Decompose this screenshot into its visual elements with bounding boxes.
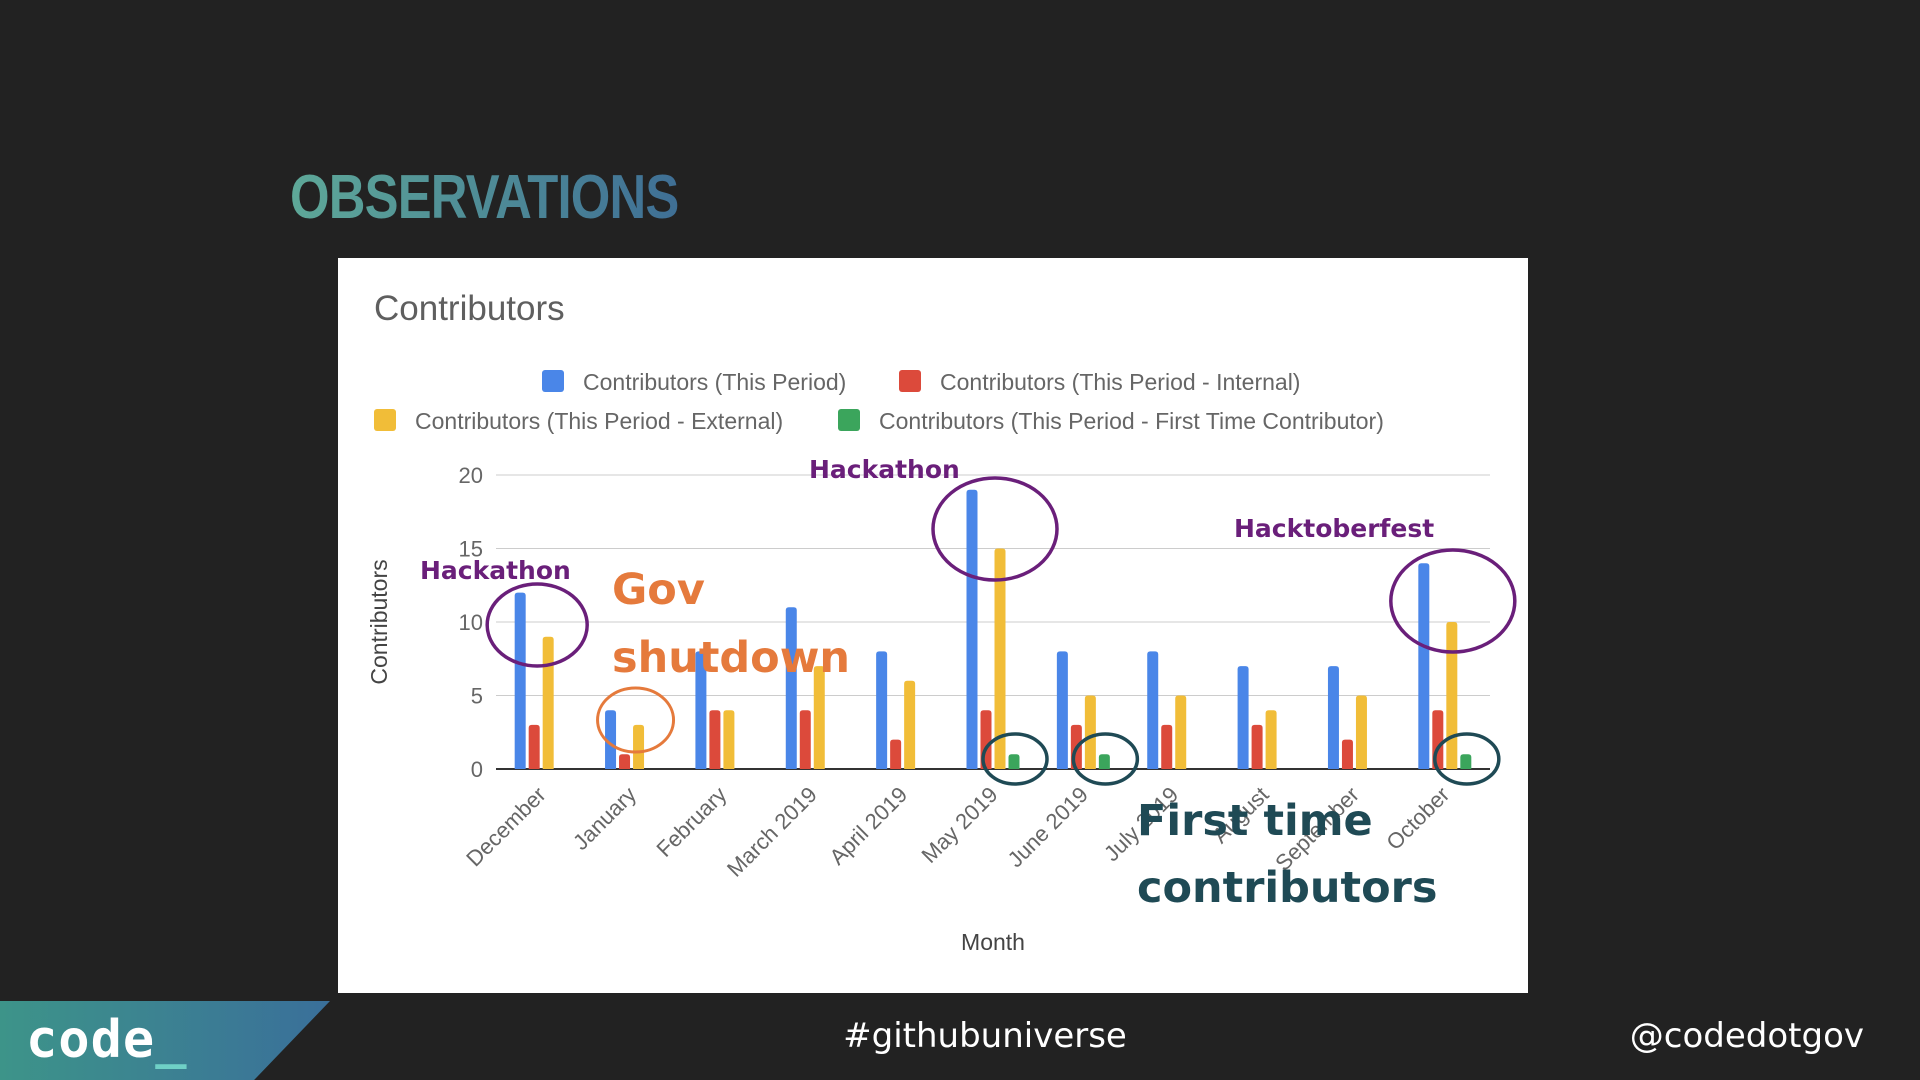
annotation-hackathon-may: Hackathon bbox=[809, 455, 960, 484]
bar bbox=[542, 636, 554, 769]
bar bbox=[785, 607, 797, 769]
bar bbox=[966, 489, 978, 769]
bar bbox=[1446, 622, 1458, 769]
annotation-circle bbox=[931, 476, 1059, 582]
x-tick-label: February bbox=[652, 782, 732, 862]
annotation-circle bbox=[1389, 548, 1517, 654]
chart-title: Contributors bbox=[374, 289, 565, 328]
x-tick-label: May 2019 bbox=[917, 782, 1003, 868]
annotation-gov-shutdown-line1: Gov bbox=[612, 565, 705, 615]
bar bbox=[1355, 695, 1367, 769]
annotation-gov-shutdown-line2: shutdown bbox=[612, 633, 850, 683]
bar bbox=[1341, 739, 1353, 769]
y-tick-label: 20 bbox=[459, 463, 483, 488]
y-tick-label: 0 bbox=[471, 757, 483, 782]
annotation-circle bbox=[1433, 732, 1501, 786]
annotation-hacktoberfest: Hacktoberfest bbox=[1234, 514, 1434, 543]
y-axis-title: Contributors bbox=[366, 559, 392, 684]
bar bbox=[1418, 563, 1430, 769]
x-axis-title: Month bbox=[961, 929, 1025, 955]
bar bbox=[1460, 754, 1472, 769]
bar bbox=[799, 710, 811, 769]
footer-hashtag: #githubuniverse bbox=[843, 1016, 1127, 1056]
annotation-circle bbox=[981, 732, 1049, 786]
y-tick-label: 5 bbox=[471, 684, 483, 709]
bar bbox=[876, 651, 888, 769]
x-tick-label: October bbox=[1381, 782, 1454, 855]
bar bbox=[619, 754, 631, 769]
annotation-circle bbox=[1071, 732, 1140, 786]
bar bbox=[695, 651, 707, 769]
legend-swatch bbox=[838, 409, 860, 431]
x-tick-label: January bbox=[568, 782, 641, 855]
legend-label: Contributors (This Period - Internal) bbox=[940, 369, 1300, 395]
bar bbox=[1161, 724, 1173, 769]
bar bbox=[1147, 651, 1159, 769]
annotation-hackathon-december: Hackathon bbox=[420, 556, 571, 585]
annotation-circle bbox=[596, 686, 676, 754]
legend-label: Contributors (This Period) bbox=[583, 369, 846, 395]
bar bbox=[514, 592, 526, 769]
bar bbox=[528, 724, 540, 769]
y-tick-label: 10 bbox=[459, 610, 483, 635]
chart-panel: Contributors Contributors (This Period) Co… bbox=[338, 258, 1528, 993]
slide-title: OBSERVATIONS bbox=[290, 163, 679, 232]
x-tick-label: April 2019 bbox=[824, 782, 912, 870]
bar bbox=[1237, 666, 1249, 769]
annotation-first-time-line1: First time bbox=[1137, 796, 1373, 846]
bar bbox=[723, 710, 735, 769]
legend-label: Contributors (This Period - External) bbox=[415, 408, 783, 434]
annotation-first-time-line2: contributors bbox=[1137, 863, 1437, 913]
bar bbox=[633, 724, 645, 769]
x-tick-label: March 2019 bbox=[722, 782, 822, 882]
legend-swatch bbox=[542, 370, 564, 392]
bar bbox=[904, 680, 916, 769]
bar bbox=[1008, 754, 1020, 769]
bar bbox=[813, 666, 825, 769]
code-logo: code_ bbox=[26, 1010, 188, 1070]
annotation-circle bbox=[485, 582, 589, 668]
bar bbox=[1084, 695, 1096, 769]
legend-swatch bbox=[899, 370, 921, 392]
legend-swatch bbox=[374, 409, 396, 431]
bar bbox=[709, 710, 721, 769]
bar bbox=[890, 739, 902, 769]
bar bbox=[1175, 695, 1187, 769]
bar bbox=[1251, 724, 1263, 769]
x-tick-label: December bbox=[461, 782, 550, 871]
legend-label: Contributors (This Period - First Time C… bbox=[879, 408, 1384, 434]
logo-text: code bbox=[26, 1010, 156, 1070]
contributors-chart: Contributors Contributors (This Period) Co… bbox=[366, 289, 1517, 955]
logo-cursor: _ bbox=[155, 1010, 188, 1070]
y-tick-label: 15 bbox=[459, 537, 483, 562]
bar bbox=[605, 710, 617, 769]
x-tick-label: June 2019 bbox=[1003, 782, 1093, 872]
bar bbox=[1327, 666, 1339, 769]
bar bbox=[994, 548, 1006, 769]
footer-handle: @codedotgov bbox=[1629, 1016, 1864, 1056]
bar bbox=[1056, 651, 1068, 769]
bar bbox=[1098, 754, 1110, 769]
bar bbox=[1265, 710, 1277, 769]
